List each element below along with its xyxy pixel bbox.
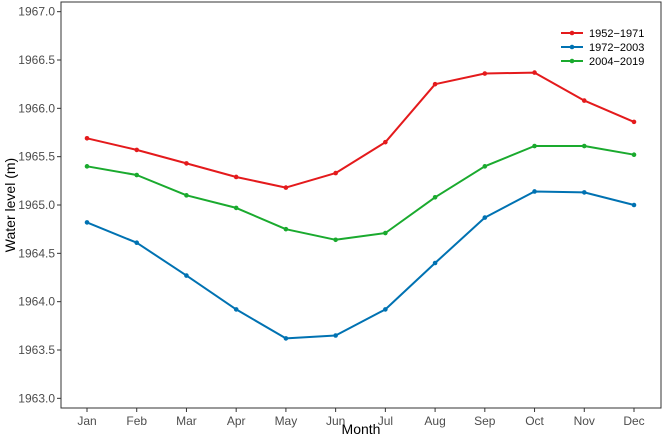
series-line [86, 145, 635, 241]
legend: 1952−1971 1972−2003 2004−2019 [561, 28, 644, 68]
data-point [581, 143, 587, 149]
x-tick-label: Dec [623, 414, 644, 428]
data-point [333, 170, 338, 176]
data-point [134, 240, 140, 245]
x-tick-label: Mar [176, 414, 197, 428]
data-point [283, 185, 289, 190]
data-point [383, 139, 388, 145]
data-point [134, 172, 140, 178]
y-tick-label: 1965.5 [18, 150, 55, 164]
legend-label: 1972−2003 [589, 42, 644, 54]
series-3 [84, 143, 637, 243]
y-tick-label: 1963.5 [18, 343, 55, 357]
data-point [482, 164, 488, 169]
x-tick-label: Oct [525, 414, 544, 428]
legend-label: 2004−2019 [589, 56, 644, 68]
series-2 [84, 189, 637, 341]
data-point [631, 202, 637, 208]
data-point [134, 147, 140, 153]
x-tick-label: Apr [227, 414, 246, 428]
data-point [84, 136, 90, 141]
x-tick-label: Feb [126, 414, 147, 428]
y-axis: 1963.0 1963.5 1964.0 1964.5 1965.0 1965.5 1966… [18, 5, 61, 405]
series-layer [84, 70, 637, 341]
data-point [84, 164, 90, 169]
y-axis-title: Water level (m) [2, 158, 18, 252]
data-point [532, 143, 537, 149]
y-tick-label: 1966.5 [18, 53, 55, 67]
legend-key-point [569, 30, 575, 36]
data-point [383, 230, 388, 236]
data-point [432, 81, 438, 87]
y-tick-label: 1963.0 [18, 391, 55, 405]
legend-key-point [569, 44, 575, 50]
legend-label: 1952−1971 [589, 28, 644, 40]
data-point [184, 161, 189, 166]
data-point [432, 260, 438, 266]
series-line [86, 190, 635, 340]
legend-item: 2004−2019 [561, 56, 644, 68]
data-point [333, 237, 338, 243]
legend-item: 1972−2003 [561, 42, 644, 54]
data-point [333, 333, 338, 338]
x-tick-label: Nov [574, 414, 595, 428]
x-tick-label: Aug [424, 414, 445, 428]
data-point [581, 98, 587, 103]
data-point [482, 71, 488, 76]
data-point [233, 205, 239, 211]
y-tick-label: 1964.0 [18, 295, 55, 309]
data-point [283, 336, 289, 341]
data-point [631, 119, 637, 125]
data-point [532, 70, 537, 75]
data-point [432, 194, 438, 200]
x-tick-label: Sep [474, 414, 496, 428]
legend-key-point [569, 58, 575, 64]
x-tick-label: Jan [77, 414, 96, 428]
y-tick-label: 1965.0 [18, 198, 55, 212]
data-point [184, 193, 189, 198]
y-tick-label: 1964.5 [18, 246, 55, 260]
x-tick-label: Jul [378, 414, 393, 428]
x-axis-title: Month [342, 421, 381, 437]
data-point [233, 307, 239, 312]
x-tick-label: May [275, 414, 298, 428]
data-point [184, 273, 189, 278]
x-tick-label: Jun [326, 414, 345, 428]
data-point [383, 307, 388, 312]
data-point [84, 220, 90, 225]
y-tick-label: 1967.0 [18, 5, 55, 19]
x-axis: Jan Feb Mar Apr May Jun Jul Aug Sep Oct Nov Dec [77, 408, 645, 428]
y-tick-label: 1966.0 [18, 101, 55, 115]
data-point [532, 189, 537, 194]
data-point [581, 190, 587, 195]
plot-panel [60, 1, 662, 409]
legend-item: 1952−1971 [561, 28, 644, 40]
data-point [482, 215, 488, 220]
series-line [86, 71, 635, 189]
data-point [283, 226, 289, 232]
series-1 [84, 70, 637, 190]
data-point [233, 174, 239, 180]
data-point [631, 152, 637, 158]
